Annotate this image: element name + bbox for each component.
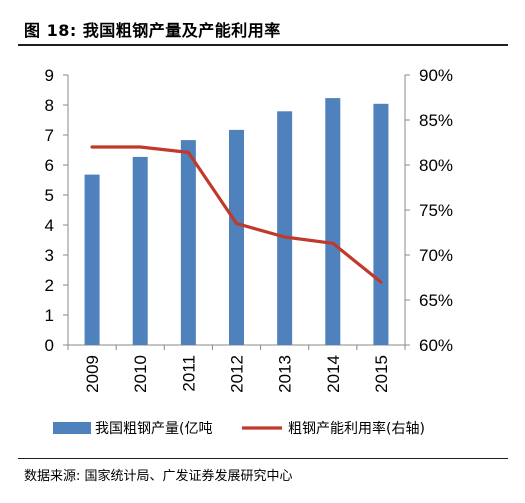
right-tick-labels: 60% 65% 70% 75% 80% 85% 90%	[419, 66, 453, 355]
x-tick-labels: 2009 2010 2011 2012 2013 2014 2015	[83, 355, 391, 393]
bar	[373, 103, 389, 345]
line-series	[90, 145, 383, 284]
x-tick-label: 2009	[83, 355, 102, 393]
left-tick-label: 6	[45, 156, 54, 175]
figure-title: 图 18: 我国粗钢产量及产能利用率	[24, 21, 281, 40]
bar-series	[84, 98, 389, 345]
left-tick-label: 8	[45, 96, 54, 115]
bar	[180, 140, 196, 345]
legend-bar-label: 我国粗钢产量(亿吨	[95, 421, 212, 437]
x-tick-label: 2010	[131, 355, 150, 393]
utilization-line	[90, 145, 383, 284]
right-tick-label: 90%	[419, 66, 453, 85]
left-tick-label: 2	[45, 276, 54, 295]
left-tick-label: 3	[45, 246, 54, 265]
left-tick-label: 5	[45, 186, 54, 205]
right-tick-label: 70%	[419, 246, 453, 265]
title-bar: 图 18: 我国粗钢产量及产能利用率	[18, 14, 508, 46]
bar	[84, 174, 100, 345]
left-tick-label: 7	[45, 126, 54, 145]
x-tick-label: 2014	[324, 355, 343, 393]
bar	[132, 156, 148, 345]
x-tick-label: 2015	[372, 355, 391, 393]
x-tick-label: 2013	[276, 355, 295, 393]
bar	[229, 129, 244, 345]
bar	[277, 111, 293, 345]
x-tick-label: 2011	[179, 355, 198, 392]
left-tick-label: 1	[45, 306, 54, 325]
bar	[325, 98, 341, 345]
left-tick-label: 0	[45, 336, 54, 355]
right-tick-label: 60%	[419, 336, 453, 355]
left-tick-label: 4	[45, 216, 54, 235]
legend-bar-swatch	[53, 422, 91, 434]
legend: 我国粗钢产量(亿吨 粗钢产能利用率(右轴)	[53, 420, 425, 437]
right-tick-label: 80%	[419, 156, 453, 175]
x-tick-label: 2012	[228, 355, 247, 393]
right-tick-label: 85%	[419, 111, 453, 130]
source-note: 数据来源: 国家统计局、广发证券发展研究中心	[24, 469, 293, 484]
legend-line-label: 粗钢产能利用率(右轴)	[288, 420, 425, 437]
right-tick-label: 75%	[419, 201, 453, 220]
right-tick-label: 65%	[419, 291, 453, 310]
left-tick-labels: 0 1 2 3 4 5 6 7 8 9	[45, 66, 54, 355]
left-tick-label: 9	[45, 66, 54, 85]
source-bar: 数据来源: 国家统计局、广发证券发展研究中心	[18, 458, 508, 489]
